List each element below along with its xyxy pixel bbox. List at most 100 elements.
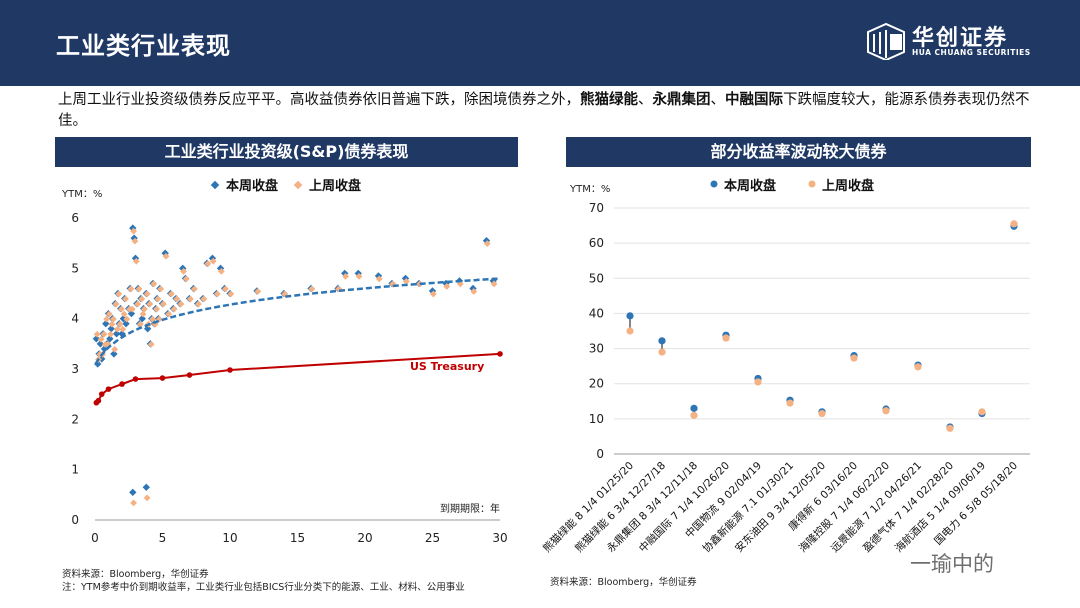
left-point-last-week	[131, 237, 139, 245]
right-y-tick-label: 60	[589, 236, 604, 250]
left-x-tick-label: 5	[159, 531, 167, 545]
left-point-last-week	[483, 240, 491, 248]
left-point-last-week	[200, 295, 208, 303]
right-y-tick-label: 40	[589, 306, 604, 320]
left-point-last-week	[342, 272, 349, 280]
left-point-last-week	[115, 290, 123, 298]
left-point-last-week	[93, 330, 101, 338]
left-point-last-week	[153, 305, 160, 313]
treasury-point	[105, 386, 112, 392]
treasury-point	[119, 381, 125, 387]
right-point-this-week	[658, 337, 666, 345]
left-x-tick-label: 25	[425, 531, 440, 545]
left-point-last-week	[165, 310, 173, 318]
left-point-this-week	[107, 325, 115, 333]
left-y-tick-label: 4	[71, 312, 79, 326]
right-point-last-week	[978, 408, 986, 416]
watermark: 一瑜中的	[910, 552, 994, 576]
summary-bold-1: 熊猫绿能	[580, 92, 638, 108]
left-x-tick-label: 0	[91, 531, 99, 545]
left-point-last-week	[204, 260, 212, 268]
left-point-last-week	[217, 267, 225, 275]
left-point-last-week	[138, 295, 146, 303]
left-legend-marker-last-week	[293, 180, 303, 190]
left-point-last-week	[209, 257, 217, 265]
treasury-point	[132, 376, 139, 382]
left-note: 注：YTM参考中价到期收益率，工业类行业包括BICS行业分类下的能源、工业、材料…	[62, 582, 465, 593]
left-point-last-week	[149, 315, 156, 323]
left-point-last-week	[141, 305, 148, 313]
left-point-last-week	[127, 285, 135, 293]
right-point-last-week	[722, 334, 730, 342]
left-point-this-week	[96, 340, 105, 348]
left-source: 资料来源：Bloomberg，华创证券	[62, 569, 209, 580]
treasury-point	[98, 391, 105, 397]
left-point-last-week	[130, 499, 137, 507]
left-point-this-week	[142, 483, 150, 491]
left-point-this-week	[100, 345, 109, 353]
left-point-last-week	[143, 290, 151, 298]
left-point-last-week	[122, 295, 129, 303]
left-point-last-week	[375, 275, 383, 283]
left-chart-title: 工业类行业投资级(S&P)债券表现	[55, 137, 518, 167]
left-legend-label-this-week: 本周收盘	[226, 178, 278, 194]
left-point-last-week	[162, 252, 170, 260]
left-point-last-week	[108, 320, 116, 328]
right-point-last-week	[850, 354, 858, 362]
left-point-last-week	[254, 288, 262, 295]
right-y-tick-label: 50	[589, 271, 604, 285]
left-point-last-week	[103, 315, 110, 323]
left-point-last-week	[190, 285, 198, 293]
header-bar: 工业类行业表现 华创证券 HUA CHUANG SECURITIES	[0, 0, 1080, 86]
left-point-last-week	[222, 285, 229, 293]
right-point-this-week	[690, 404, 698, 412]
left-x-tick-label: 20	[357, 531, 372, 545]
treasury-point	[227, 367, 233, 373]
left-point-last-week	[154, 295, 162, 303]
right-legend-label-this-week: 本周收盘	[724, 178, 776, 194]
left-point-last-week	[470, 288, 478, 295]
treasury-point	[95, 397, 102, 404]
left-point-last-week	[143, 494, 151, 502]
left-legend-marker-this-week	[210, 180, 220, 190]
right-point-last-week	[882, 407, 890, 415]
logo-text-en: HUA CHUANG SECURITIES	[912, 48, 1031, 57]
summary-part-1: 上周工业行业投资级债券反应平平。高收益债券依旧普遍下跌，除困境债券之外，	[58, 92, 580, 108]
left-point-last-week	[429, 290, 437, 298]
left-y-tick-label: 2	[71, 412, 79, 426]
left-point-last-week	[150, 280, 158, 288]
left-point-last-week	[186, 295, 194, 303]
left-point-last-week	[105, 310, 113, 318]
right-legend-label-last-week: 上周收盘	[822, 178, 874, 194]
left-point-last-week	[100, 330, 108, 338]
left-point-last-week	[173, 295, 181, 303]
left-x-tick-label: 15	[290, 531, 305, 545]
logo-text-cn: 华创证券	[912, 26, 1009, 51]
left-point-last-week	[168, 290, 175, 298]
right-legend-marker-this-week	[710, 180, 718, 188]
left-y-tick-label: 0	[71, 513, 79, 527]
right-legend-marker-last-week	[808, 180, 816, 188]
left-y-tick-label: 5	[71, 261, 79, 275]
right-point-last-week	[626, 327, 634, 335]
right-y-tick-label: 20	[589, 377, 604, 391]
right-source: 资料来源：Bloomberg，华创证券	[550, 577, 697, 588]
treasury-point	[186, 372, 193, 378]
left-x-axis-label: 到期期限：年	[440, 502, 500, 515]
left-point-last-week	[177, 300, 185, 308]
left-point-this-week	[112, 330, 121, 338]
summary-bold-2: 永鼎集团	[652, 92, 711, 108]
right-chart-title: 部分收益率波动较大债券	[566, 137, 1031, 167]
right-y-tick-label: 0	[596, 447, 604, 461]
right-y-axis-label: YTM：%	[569, 184, 610, 195]
left-point-last-week	[136, 320, 144, 328]
left-fit-curve	[94, 277, 500, 365]
right-point-last-week	[818, 409, 826, 418]
summary-bold-3: 中融国际	[725, 92, 783, 108]
company-logo: 华创证券 HUA CHUANG SECURITIES	[864, 20, 1054, 64]
left-point-last-week	[130, 227, 137, 235]
left-point-last-week	[109, 315, 117, 323]
treasury-point	[497, 351, 503, 357]
left-y-tick-label: 6	[71, 211, 79, 225]
